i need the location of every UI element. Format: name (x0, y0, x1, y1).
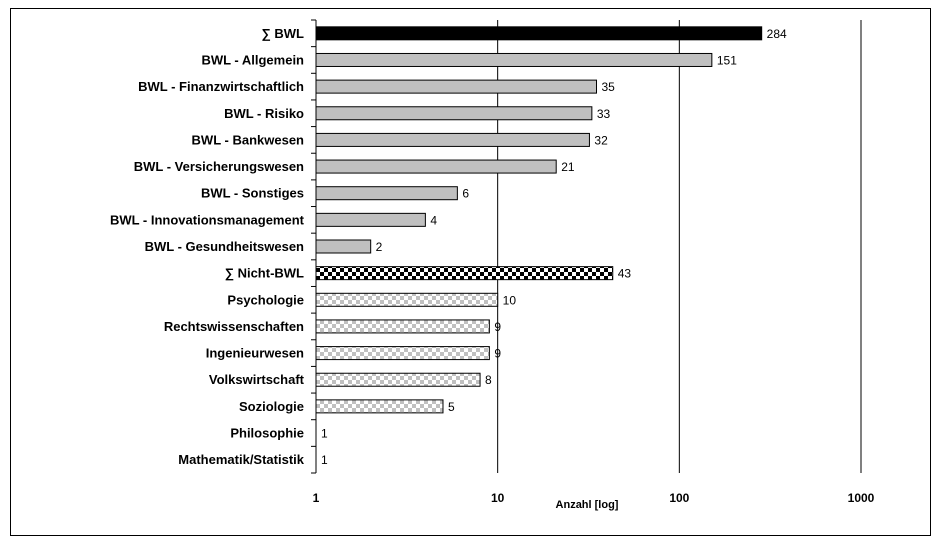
category-label: BWL - Risiko (224, 106, 304, 121)
value-label: 1 (321, 427, 328, 441)
value-label: 151 (717, 53, 737, 67)
bar (315, 319, 490, 334)
category-label: BWL - Gesundheitswesen (145, 239, 304, 254)
axes (311, 19, 317, 474)
value-label: 284 (767, 27, 787, 41)
category-label: BWL - Bankwesen (192, 132, 305, 147)
bars (315, 26, 763, 414)
category-label: Philosophie (230, 426, 304, 441)
category-label: Soziologie (239, 399, 304, 414)
value-label: 9 (494, 320, 501, 334)
bar (315, 239, 372, 254)
bar (315, 159, 557, 174)
category-label: BWL - Sonstiges (201, 186, 304, 201)
value-label: 6 (462, 187, 469, 201)
category-labels: ∑ BWL BWL - Allgemein BWL - Finanzwirtscha… (110, 26, 305, 467)
category-label: BWL - Innovationsmanagement (110, 212, 305, 227)
category-label: ∑ Nicht-BWL (225, 266, 304, 281)
bar (315, 346, 490, 361)
bar (315, 399, 444, 414)
value-label: 32 (594, 133, 608, 147)
x-tick-label: 10 (491, 491, 505, 505)
value-label: 43 (618, 267, 632, 281)
category-label: ∑ BWL (262, 26, 305, 41)
grid-lines (497, 20, 862, 473)
category-label: Ingenieurwesen (206, 346, 304, 361)
x-tick-label: 100 (669, 491, 689, 505)
value-label: 4 (430, 213, 437, 227)
x-axis-title: Anzahl [log] (556, 499, 619, 511)
value-label: 5 (448, 400, 455, 414)
bar (315, 292, 499, 307)
bar (315, 106, 593, 121)
category-label: BWL - Allgemein (201, 52, 304, 67)
category-label: BWL - Finanzwirtschaftlich (138, 79, 304, 94)
bar (315, 212, 426, 227)
value-label: 35 (602, 80, 616, 94)
bar (315, 372, 481, 387)
value-label: 1 (321, 453, 328, 467)
bar (315, 186, 458, 201)
value-label: 10 (503, 293, 517, 307)
value-label: 8 (485, 373, 492, 387)
category-label: Rechtswissenschaften (164, 319, 304, 334)
category-label: BWL - Versicherungswesen (134, 159, 304, 174)
category-label: Volkswirtschaft (209, 372, 305, 387)
bar (315, 26, 763, 41)
value-label: 21 (561, 160, 575, 174)
bar (315, 132, 590, 147)
tick-labels: 1 10 100 1000 (313, 491, 875, 505)
bar (315, 79, 598, 94)
bar (315, 266, 614, 281)
value-label: 33 (597, 107, 611, 121)
category-label: Psychologie (227, 292, 304, 307)
category-label: Mathematik/Statistik (178, 452, 304, 467)
value-label: 2 (376, 240, 383, 254)
x-tick-label: 1000 (848, 491, 875, 505)
x-tick-label: 1 (313, 491, 320, 505)
bar (315, 52, 713, 67)
value-label: 9 (494, 347, 501, 361)
